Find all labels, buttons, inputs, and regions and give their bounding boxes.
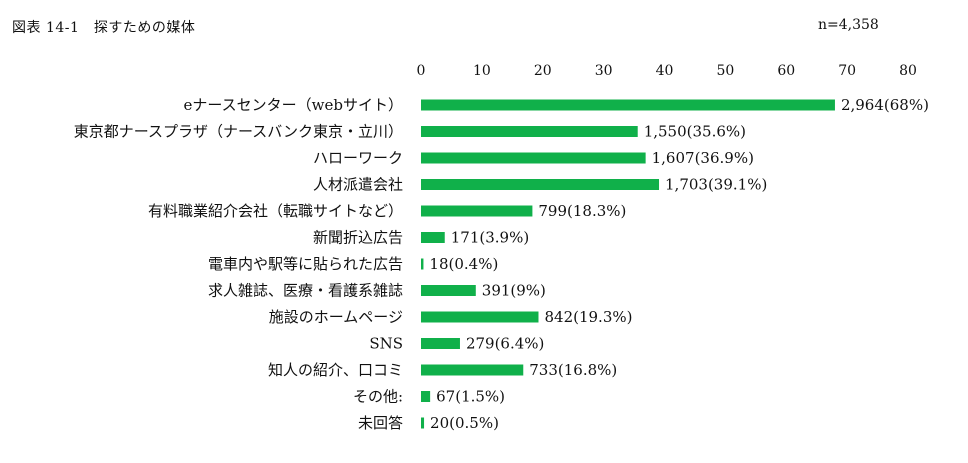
category-label: 東京都ナースプラザ（ナースバンク東京・立川）	[74, 123, 403, 141]
x-tick-label: 20	[534, 63, 552, 79]
bar	[421, 364, 524, 376]
bar	[421, 205, 533, 217]
data-label: 1,550(35.6%)	[644, 123, 746, 141]
category-label: SNS	[369, 335, 403, 353]
data-label: 733(16.8%)	[529, 361, 617, 379]
category-label: 新聞折込広告	[313, 229, 403, 247]
bar	[421, 179, 660, 190]
data-label: 799(18.3%)	[538, 202, 626, 220]
data-label: 279(6.4%)	[466, 335, 544, 353]
data-label: 20(0.5%)	[430, 414, 499, 432]
bar	[421, 152, 646, 164]
x-tick-label: 30	[595, 63, 613, 79]
bar	[421, 338, 460, 349]
bar	[421, 285, 476, 296]
bar	[421, 311, 539, 323]
category-label: その他:	[353, 388, 403, 406]
category-label: eナースセンター（webサイト）	[184, 96, 403, 114]
x-tick-label: 40	[656, 63, 674, 79]
x-tick-label: 50	[716, 63, 734, 79]
data-label: 171(3.9%)	[451, 229, 529, 247]
data-label: 18(0.4%)	[429, 255, 498, 273]
category-label: 未回答	[358, 414, 403, 432]
category-label: ハローワーク	[313, 149, 403, 167]
bar	[421, 258, 424, 270]
data-label: 842(19.3%)	[544, 308, 632, 326]
category-label: 電車内や駅等に貼られた広告	[208, 255, 403, 273]
bar	[421, 417, 425, 429]
sample-size-label: n=4,358	[818, 17, 879, 33]
category-label: 施設のホームページ	[269, 308, 403, 326]
data-label: 391(9%)	[482, 282, 546, 300]
data-label: 1,607(36.9%)	[652, 149, 754, 167]
category-label: 求人雑誌、医療・看護系雑誌	[208, 282, 403, 300]
bar	[421, 99, 835, 111]
category-label: 有料職業紹介会社（転職サイトなど）	[148, 202, 403, 220]
data-label: 1,703(39.1%)	[665, 176, 767, 194]
x-tick-label: 10	[473, 63, 491, 79]
bar	[421, 391, 431, 402]
x-tick-label: 60	[777, 63, 795, 79]
category-label: 知人の紹介、口コミ	[268, 361, 403, 379]
x-tick-label: 0	[417, 63, 426, 79]
chart-title: 図表 14-1 探すための媒体	[12, 20, 196, 36]
x-tick-label: 80	[899, 63, 917, 79]
category-label: 人材派遣会社	[313, 176, 403, 194]
bar	[421, 232, 445, 243]
x-tick-label: 70	[838, 63, 856, 79]
bar	[421, 126, 638, 137]
data-label: 2,964(68%)	[841, 96, 929, 114]
data-label: 67(1.5%)	[436, 388, 505, 406]
